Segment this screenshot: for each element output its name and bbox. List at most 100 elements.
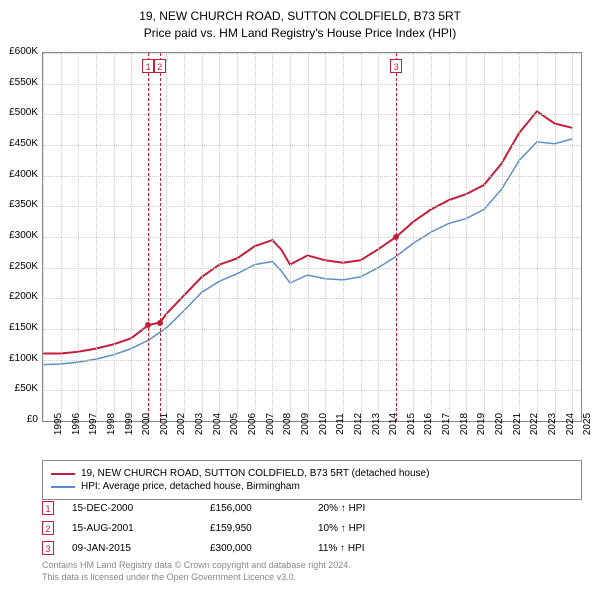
y-axis-label: £50K [0, 383, 38, 394]
x-axis-label: 2007 [265, 413, 276, 435]
gridline-h [43, 114, 581, 115]
legend-row: 19, NEW CHURCH ROAD, SUTTON COLDFIELD, B… [51, 467, 573, 480]
event-price: £300,000 [210, 543, 300, 554]
legend-label: 19, NEW CHURCH ROAD, SUTTON COLDFIELD, B… [81, 468, 429, 479]
y-axis-label: £200K [0, 291, 38, 302]
event-point [157, 320, 163, 326]
event-number: 2 [42, 521, 54, 535]
gridline-v [378, 53, 379, 421]
gridline-h [43, 390, 581, 391]
gridline-v [413, 53, 414, 421]
gridline-v [96, 53, 97, 421]
y-axis-label: £600K [0, 46, 38, 57]
title-line-2: Price paid vs. HM Land Registry's House … [0, 25, 600, 42]
event-marker: 3 [390, 59, 402, 73]
event-point [145, 322, 151, 328]
gridline-v [114, 53, 115, 421]
gridline-v [43, 53, 44, 421]
gridline-v [343, 53, 344, 421]
legend: 19, NEW CHURCH ROAD, SUTTON COLDFIELD, B… [42, 460, 582, 500]
y-axis-label: £450K [0, 138, 38, 149]
gridline-v [555, 53, 556, 421]
x-axis-label: 2001 [159, 413, 170, 435]
x-axis-label: 2021 [512, 413, 523, 435]
event-pct: 20% ↑ HPI [318, 503, 438, 514]
events-table-row: 3 09-JAN-2015 £300,000 11% ↑ HPI [42, 538, 582, 558]
gridline-h [43, 360, 581, 361]
footer-line-1: Contains HM Land Registry data © Crown c… [42, 560, 582, 572]
y-axis-label: £400K [0, 169, 38, 180]
events-table-row: 215-AUG-2001£159,95010% ↑ HPI [42, 518, 582, 538]
x-axis-label: 1999 [124, 413, 135, 435]
x-axis-label: 2006 [247, 413, 258, 435]
gridline-v [237, 53, 238, 421]
x-axis-label: 2005 [230, 413, 241, 435]
events-table-row: 1 15-DEC-2000 £156,000 20% ↑ HPI [42, 498, 582, 518]
x-axis-label: 1996 [71, 413, 82, 435]
chart-container: 19, NEW CHURCH ROAD, SUTTON COLDFIELD, B… [0, 0, 600, 590]
gridline-h [43, 53, 581, 54]
event-pct: 11% ↑ HPI [318, 543, 438, 554]
gridline-v [202, 53, 203, 421]
event-date: 09-JAN-2015 [72, 543, 192, 554]
y-axis-label: £350K [0, 199, 38, 210]
x-axis-label: 1995 [53, 413, 64, 435]
legend-label: HPI: Average price, detached house, Birm… [81, 481, 300, 492]
x-axis-label: 2018 [459, 413, 470, 435]
gridline-h [43, 145, 581, 146]
x-axis-label: 2009 [300, 413, 311, 435]
gridline-h [43, 268, 581, 269]
y-axis-label: £150K [0, 322, 38, 333]
x-axis-label: 2023 [547, 413, 558, 435]
chart-title: 19, NEW CHURCH ROAD, SUTTON COLDFIELD, B… [0, 0, 600, 42]
event-date: 15-AUG-2001 [72, 523, 192, 534]
event-marker: 2 [154, 59, 166, 73]
x-axis-label: 2011 [335, 413, 346, 435]
x-axis-label: 2019 [476, 413, 487, 435]
event-pct: 10% ↑ HPI [318, 523, 438, 534]
gridline-v [502, 53, 503, 421]
x-axis-label: 2002 [177, 413, 188, 435]
footer-line-2: This data is licensed under the Open Gov… [42, 572, 582, 584]
x-axis-label: 2022 [529, 413, 540, 435]
gridline-v [219, 53, 220, 421]
x-axis-label: 2010 [318, 413, 329, 435]
gridline-v [466, 53, 467, 421]
gridline-h [43, 298, 581, 299]
event-number: 1 [42, 501, 54, 515]
gridline-v [361, 53, 362, 421]
event-line [160, 53, 161, 421]
y-axis-label: £250K [0, 261, 38, 272]
gridline-h [43, 329, 581, 330]
gridline-v [184, 53, 185, 421]
x-axis-label: 2012 [353, 413, 364, 435]
gridline-h [43, 206, 581, 207]
gridline-h [43, 237, 581, 238]
y-axis-label: £550K [0, 77, 38, 88]
x-axis-label: 2016 [424, 413, 435, 435]
gridline-v [290, 53, 291, 421]
gridline-v [308, 53, 309, 421]
gridline-v [78, 53, 79, 421]
x-axis-label: 2013 [371, 413, 382, 435]
event-date: 15-DEC-2000 [72, 503, 192, 514]
gridline-v [431, 53, 432, 421]
x-axis-label: 1997 [88, 413, 99, 435]
gridline-v [449, 53, 450, 421]
events-table: 1 15-DEC-2000 £156,000 20% ↑ HPI 2 15-AUG-200… [42, 498, 582, 558]
gridline-h [43, 176, 581, 177]
y-axis-label: £500K [0, 107, 38, 118]
x-axis-label: 2015 [406, 413, 417, 435]
event-price: £156,000 [210, 503, 300, 514]
y-axis-label: £0 [0, 414, 38, 425]
event-marker: 1 [142, 59, 154, 73]
gridline-v [255, 53, 256, 421]
event-number: 3 [42, 541, 54, 555]
gridline-v [272, 53, 273, 421]
y-axis-label: £300K [0, 230, 38, 241]
x-axis-label: 2000 [141, 413, 152, 435]
footer-text: Contains HM Land Registry data © Crown c… [42, 560, 582, 583]
gridline-v [537, 53, 538, 421]
gridline-v [166, 53, 167, 421]
x-axis-label: 2017 [441, 413, 452, 435]
